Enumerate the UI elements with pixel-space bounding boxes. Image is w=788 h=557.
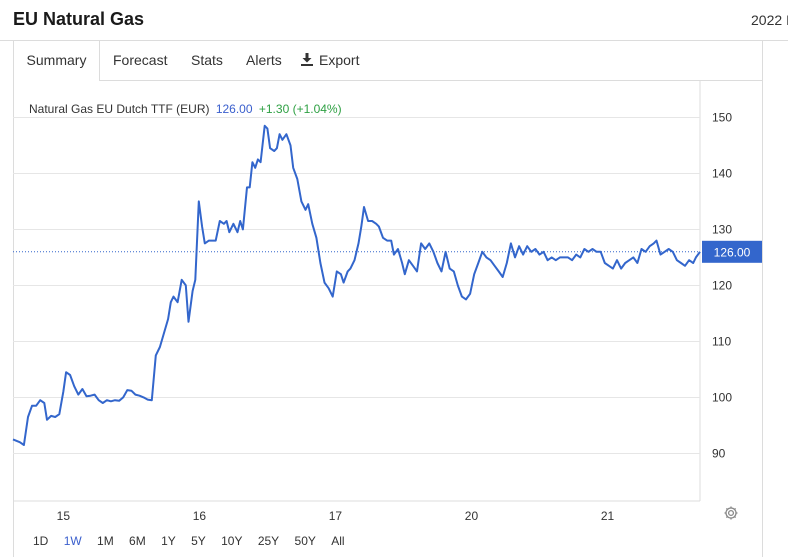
x-tick-label: 21 (601, 509, 615, 523)
range-50y[interactable]: 50Y (294, 534, 316, 548)
range-1m[interactable]: 1M (97, 534, 114, 548)
y-tick-label: 120 (712, 279, 732, 293)
tab-forecast-label: Forecast (113, 52, 168, 68)
y-tick-label: 130 (712, 223, 732, 237)
range-selector: 1D 1W 1M 6M 1Y 5Y 10Y 25Y 50Y All (33, 534, 357, 550)
y-tick-label: 90 (712, 447, 726, 461)
range-5y[interactable]: 5Y (191, 534, 206, 548)
y-tick-label: 110 (712, 335, 731, 349)
range-10y[interactable]: 10Y (221, 534, 243, 548)
x-tick-label: 16 (193, 509, 207, 523)
gear-icon[interactable] (723, 505, 739, 521)
tab-alerts-label: Alerts (246, 52, 282, 68)
page-header: EU Natural Gas 2022 I (0, 0, 788, 40)
tab-export[interactable]: Export (301, 41, 359, 80)
range-1y[interactable]: 1Y (161, 534, 176, 548)
range-1w[interactable]: 1W (63, 534, 82, 548)
tab-alerts[interactable]: Alerts (246, 41, 282, 80)
price-series-line (12, 124, 701, 446)
tab-stats-label: Stats (191, 52, 223, 68)
header-divider (0, 40, 788, 41)
y-tick-label: 150 (712, 111, 732, 125)
tab-summary[interactable]: Summary (14, 41, 100, 81)
y-tick-label: 140 (712, 167, 732, 181)
page-title: EU Natural Gas (13, 9, 145, 29)
x-tick-label: 15 (57, 509, 71, 523)
x-tick-label: 17 (329, 509, 343, 523)
instrument-name: Natural Gas EU Dutch TTF (EUR) (29, 102, 210, 116)
quote-change: +1.30 (+1.04%) (258, 102, 342, 116)
range-all[interactable]: All (331, 534, 345, 548)
x-tick-label: 20 (465, 509, 479, 523)
last-price-label: 126.00 (714, 245, 751, 259)
chart-panel: Summary Forecast Stats Alerts Export (13, 41, 763, 557)
range-1d[interactable]: 1D (33, 534, 49, 548)
last-price-badge (702, 240, 762, 263)
quote-line: Natural Gas EU Dutch TTF (EUR) 126.00 +1… (29, 102, 342, 116)
quote-price: 126.00 (215, 102, 253, 116)
tab-summary-label: Summary (26, 52, 87, 68)
tab-export-label: Export (319, 52, 360, 68)
y-tick-label: 100 (712, 391, 732, 405)
range-25y[interactable]: 25Y (257, 534, 280, 548)
tab-stats[interactable]: Stats (191, 41, 223, 80)
tab-forecast[interactable]: Forecast (113, 41, 167, 80)
tab-bar: Summary Forecast Stats Alerts Export (14, 41, 762, 81)
download-icon (301, 42, 313, 81)
range-6m[interactable]: 6M (129, 534, 146, 548)
header-date-text: 2022 I (751, 12, 788, 28)
